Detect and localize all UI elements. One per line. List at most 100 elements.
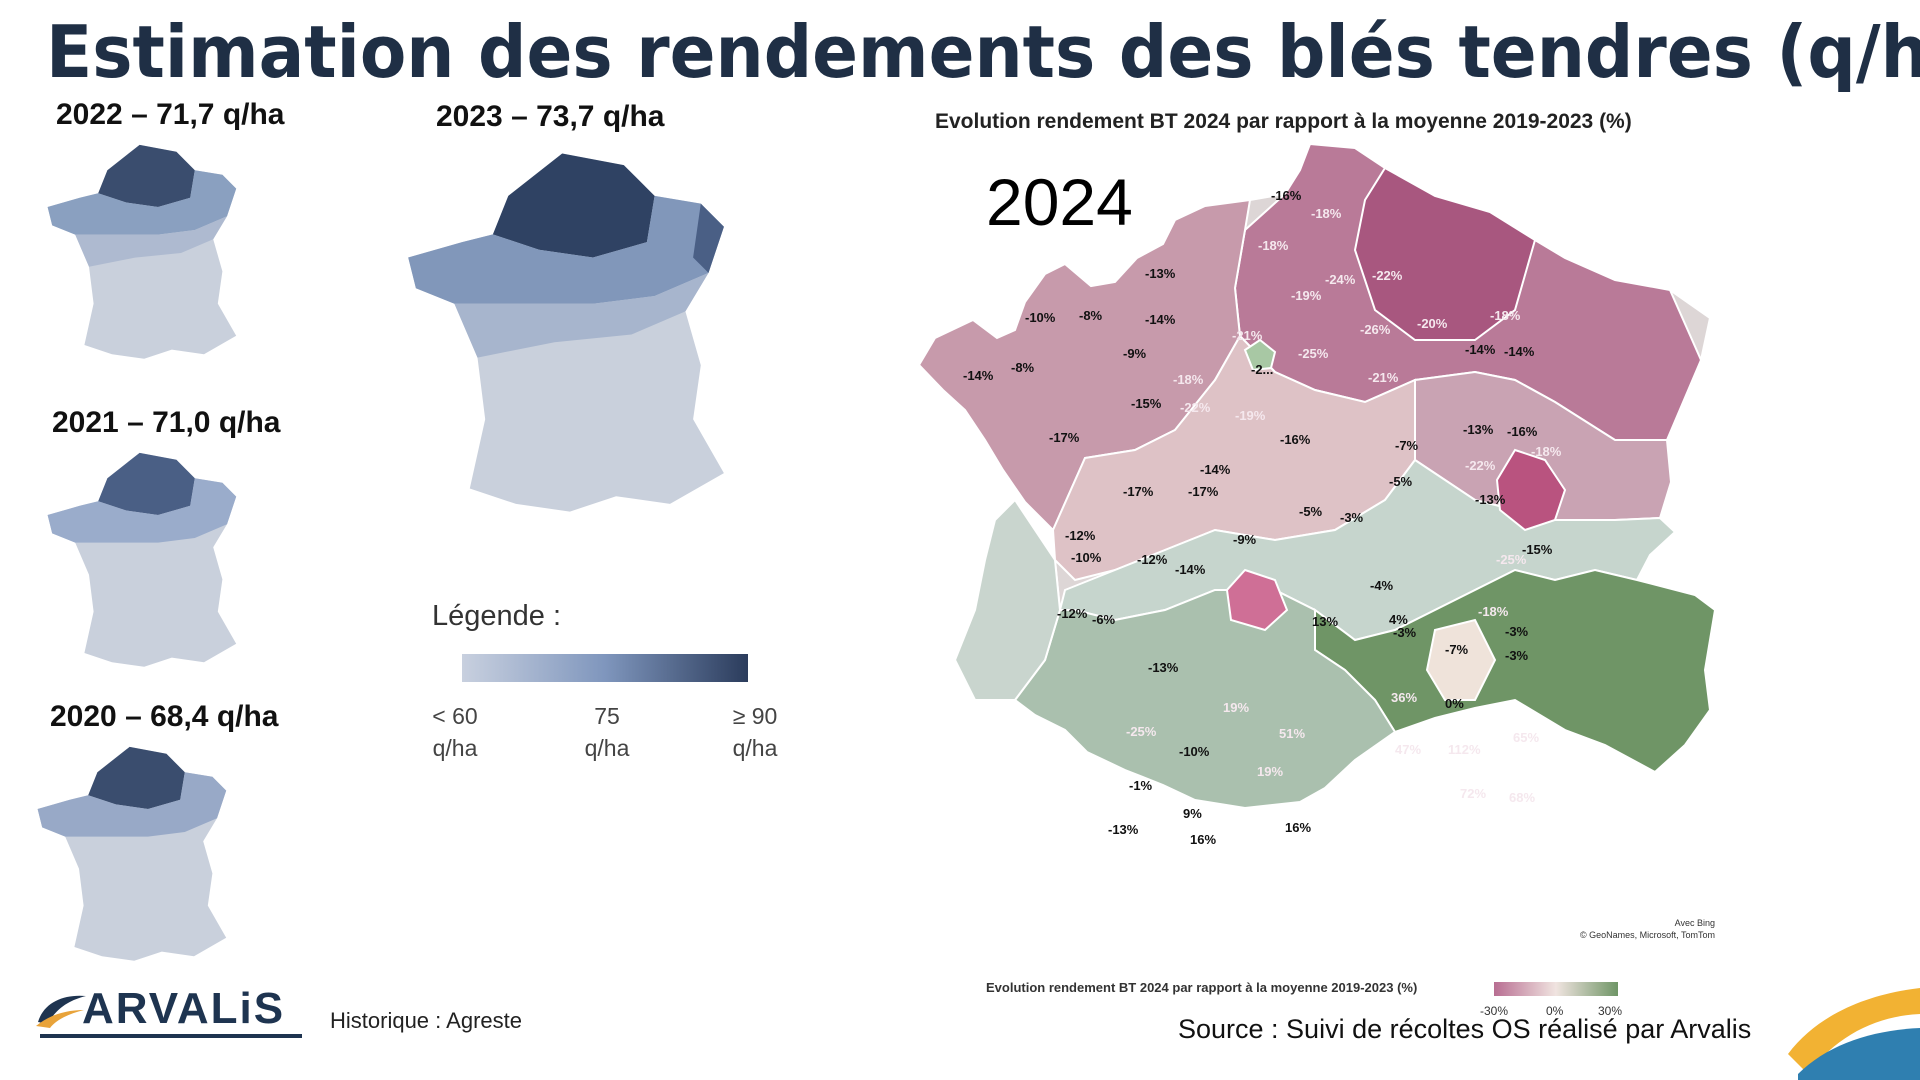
map2024-value-label: 16% bbox=[1285, 820, 1311, 835]
map2024-value-label: -21% bbox=[1368, 370, 1399, 385]
map2024-value-label: 51% bbox=[1279, 726, 1305, 741]
map2024-value-label: -16% bbox=[1507, 424, 1538, 439]
map2024-value-label: -8% bbox=[1079, 308, 1103, 323]
map2024-value-label: -14% bbox=[963, 368, 994, 383]
map2024-value-label: -15% bbox=[1522, 542, 1553, 557]
map2024-value-label: -25% bbox=[1126, 724, 1157, 739]
legend-low-value: < 60 bbox=[432, 703, 478, 729]
map2024-value-label: -26% bbox=[1360, 322, 1391, 337]
map2024-year: 2024 bbox=[986, 165, 1133, 239]
map2024-value-label: 72% bbox=[1460, 786, 1486, 801]
map-2024: -16%-18%-18%-13% -24% -22%-19%-10% -8% -14%-… bbox=[917, 142, 1717, 940]
map2024-scale-high: 30% bbox=[1598, 1004, 1623, 1018]
legend-low: < 60 q/ha bbox=[420, 700, 490, 764]
map2024-value-label: -13% bbox=[1108, 822, 1139, 837]
arvalis-logo-text: ARVALiS bbox=[82, 984, 286, 1033]
legend-mid: 75 q/ha bbox=[572, 700, 642, 764]
map2024-value-label: -4% bbox=[1370, 578, 1394, 593]
map2024-value-label: -9% bbox=[1233, 532, 1257, 547]
map2024-value-label: -7% bbox=[1395, 438, 1419, 453]
map2024-value-label: -8% bbox=[1011, 360, 1035, 375]
map2024-value-label: -20% bbox=[1417, 316, 1448, 331]
map2024-value-label: -14% bbox=[1465, 342, 1496, 357]
map2024-value-label: -16% bbox=[1280, 432, 1311, 447]
legend-mid-value: 75 bbox=[594, 703, 620, 729]
map2024-value-label: -12% bbox=[1137, 552, 1168, 567]
map2024-value-label: -14% bbox=[1145, 312, 1176, 327]
map2024-value-label: -18% bbox=[1173, 372, 1204, 387]
map2024-value-label: -18% bbox=[1490, 308, 1521, 323]
map2024-chart-title: Evolution rendement BT 2024 par rapport … bbox=[935, 110, 1632, 133]
map2024-value-label: -2... bbox=[1251, 362, 1273, 377]
map2024-value-label: 4% bbox=[1389, 612, 1408, 627]
map2024-value-label: -3% bbox=[1505, 648, 1529, 663]
map2024-value-label: -17% bbox=[1188, 484, 1219, 499]
map2024-value-label: 47% bbox=[1395, 742, 1421, 757]
historique-credit: Historique : Agreste bbox=[330, 1008, 522, 1033]
map2024-value-label: -24% bbox=[1325, 272, 1356, 287]
map2024-value-label: -6% bbox=[1092, 612, 1116, 627]
map2024-value-label: -10% bbox=[1071, 550, 1102, 565]
map2024-value-label: 65% bbox=[1513, 730, 1539, 745]
map-label-2021: 2021 – 71,0 q/ha bbox=[52, 406, 281, 439]
map2024-value-label: 112% bbox=[1448, 742, 1481, 757]
map2024-value-label: -15% bbox=[1131, 396, 1162, 411]
map-2023 bbox=[408, 153, 724, 512]
map2024-credit-2: © GeoNames, Microsoft, TomTom bbox=[1580, 930, 1715, 940]
map2024-value-label: -13% bbox=[1475, 492, 1506, 507]
logo-underline bbox=[40, 1034, 302, 1038]
map2024-value-label: -7% bbox=[1445, 642, 1469, 657]
map-label-2020: 2020 – 68,4 q/ha bbox=[50, 700, 279, 733]
map2024-value-label: -19% bbox=[1235, 408, 1266, 423]
legend-title: Légende : bbox=[432, 600, 562, 632]
source-credit: Source : Suivi de récoltes OS réalisé pa… bbox=[1178, 1014, 1752, 1044]
legend-high-unit: q/ha bbox=[732, 735, 778, 761]
map2024-value-label: 68% bbox=[1509, 790, 1535, 805]
map2024-value-label: -18% bbox=[1478, 604, 1509, 619]
map2024-value-label: -14% bbox=[1200, 462, 1231, 477]
map2024-value-label: -14% bbox=[1504, 344, 1535, 359]
map2024-value-label: -22% bbox=[1372, 268, 1403, 283]
page-title: Estimation des rendements des blés tendr… bbox=[46, 10, 1920, 94]
map2024-value-label: 16% bbox=[1190, 832, 1216, 847]
map2024-values: -16%-18%-18%-13% -24% -22%-19%-10% -8% -14%-… bbox=[963, 188, 1562, 847]
map2024-value-label: -10% bbox=[1179, 744, 1210, 759]
map2024-value-label: 19% bbox=[1257, 764, 1283, 779]
map2024-value-label: -12% bbox=[1065, 528, 1096, 543]
map2024-value-label: -3% bbox=[1505, 624, 1529, 639]
map2024-value-label: -21% bbox=[1232, 328, 1263, 343]
map2024-credit-1: Avec Bing bbox=[1675, 918, 1715, 928]
arvalis-logo-swoosh-icon bbox=[36, 995, 86, 1028]
map2024-value-label: -25% bbox=[1298, 346, 1329, 361]
legend-gradient bbox=[462, 654, 748, 682]
map2024-value-label: 19% bbox=[1223, 700, 1249, 715]
map2024-value-label: -25% bbox=[1496, 552, 1527, 567]
map2024-value-label: -14% bbox=[1175, 562, 1206, 577]
map2024-regions bbox=[917, 142, 1717, 810]
map2024-value-label: -17% bbox=[1123, 484, 1154, 499]
map-2021 bbox=[47, 452, 237, 667]
map2024-value-label: -9% bbox=[1123, 346, 1147, 361]
legend-mid-unit: q/ha bbox=[584, 735, 630, 761]
map2024-value-label: 13% bbox=[1312, 614, 1338, 629]
legend-high: ≥ 90 q/ha bbox=[720, 700, 790, 764]
map2024-value-label: 9% bbox=[1183, 806, 1202, 821]
map-2022 bbox=[47, 144, 237, 359]
map2024-scale-gradient bbox=[1494, 982, 1618, 996]
map2024-value-label: -19% bbox=[1291, 288, 1322, 303]
map2024-value-label: -3% bbox=[1393, 625, 1417, 640]
map2024-value-label: -10% bbox=[1025, 310, 1056, 325]
map2024-value-label: -13% bbox=[1463, 422, 1494, 437]
map2024-value-label: 0% bbox=[1445, 696, 1464, 711]
map2024-value-label: -13% bbox=[1145, 266, 1176, 281]
map2024-value-label: -22% bbox=[1180, 400, 1211, 415]
map-label-2022: 2022 – 71,7 q/ha bbox=[56, 98, 285, 131]
map2024-value-label: -3% bbox=[1340, 510, 1364, 525]
corner-swoosh-icon bbox=[1788, 988, 1920, 1080]
map2024-scale-mid: 0% bbox=[1546, 1004, 1564, 1018]
map2024-value-label: -12% bbox=[1057, 606, 1088, 621]
legend-high-value: ≥ 90 bbox=[732, 703, 778, 729]
legend-low-unit: q/ha bbox=[432, 735, 478, 761]
map2024-value-label: -17% bbox=[1049, 430, 1080, 445]
map2024-value-label: 36% bbox=[1391, 690, 1417, 705]
